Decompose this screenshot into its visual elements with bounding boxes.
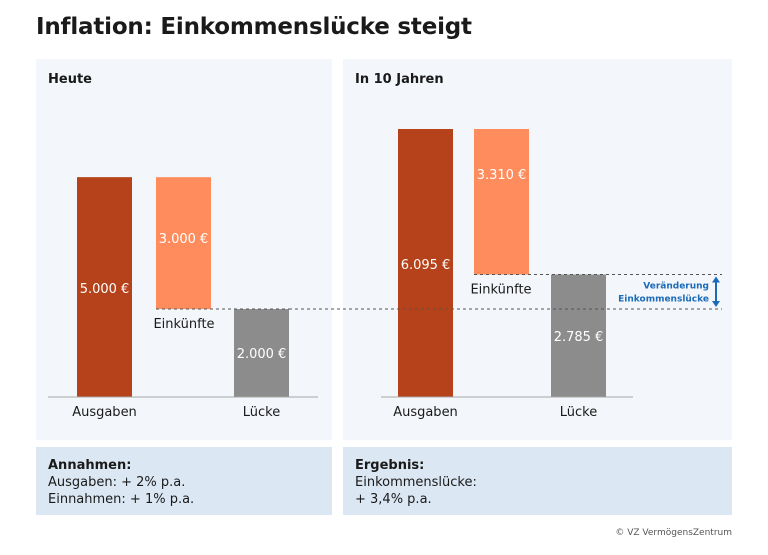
change-label-line-2: Einkommenslücke xyxy=(618,295,709,305)
assumptions-box: Annahmen: Ausgaben: + 2% p.a. Einnahmen:… xyxy=(36,447,332,515)
bar-ausgaben-10y xyxy=(398,129,453,397)
bar-label-ausgaben-10y: 6.095 € xyxy=(401,258,451,273)
change-label-line-1: Veränderung xyxy=(643,282,709,292)
bar-label-luecke-today: 2.000 € xyxy=(237,347,287,362)
assumptions-line-1: Ausgaben: + 2% p.a. xyxy=(48,475,186,490)
annotation-einkuenfte-today: Einkünfte xyxy=(153,317,214,332)
panel-heading-today: Heute xyxy=(48,72,92,87)
category-label-ausgaben-10y: Ausgaben xyxy=(393,405,458,420)
bar-label-luecke-10y: 2.785 € xyxy=(554,330,604,345)
result-line-2: + 3,4% p.a. xyxy=(355,492,432,507)
category-label-ausgaben-today: Ausgaben xyxy=(72,405,137,420)
bar-ausgaben-today xyxy=(77,177,132,397)
result-heading: Ergebnis: xyxy=(355,458,425,473)
bar-label-ausgaben-today: 5.000 € xyxy=(80,282,130,297)
bar-einkuenfte-today xyxy=(156,177,211,310)
bar-luecke-today xyxy=(234,309,289,397)
bar-label-einkuenfte-today: 3.000 € xyxy=(159,232,209,247)
assumptions-line-2: Einnahmen: + 1% p.a. xyxy=(48,492,195,507)
bar-label-einkuenfte-10y: 3.310 € xyxy=(477,168,527,183)
bar-einkuenfte-10y xyxy=(474,129,529,275)
change-arrow-head-up xyxy=(712,276,720,283)
panel-heading-10-years: In 10 Jahren xyxy=(355,72,444,87)
assumptions-heading: Annahmen: xyxy=(48,458,132,473)
change-arrow-head-down xyxy=(712,301,720,308)
bar-luecke-10y xyxy=(551,274,606,397)
page-title: Inflation: Einkommenslücke steigt xyxy=(36,14,472,40)
result-box: Ergebnis: Einkommenslücke: + 3,4% p.a. xyxy=(343,447,732,515)
category-label-luecke-10y: Lücke xyxy=(560,405,597,420)
copyright-note: © VZ VermögensZentrum xyxy=(615,528,732,538)
result-line-1: Einkommenslücke: xyxy=(355,475,477,490)
annotation-einkuenfte-10y: Einkünfte xyxy=(470,283,531,298)
category-label-luecke-today: Lücke xyxy=(243,405,280,420)
